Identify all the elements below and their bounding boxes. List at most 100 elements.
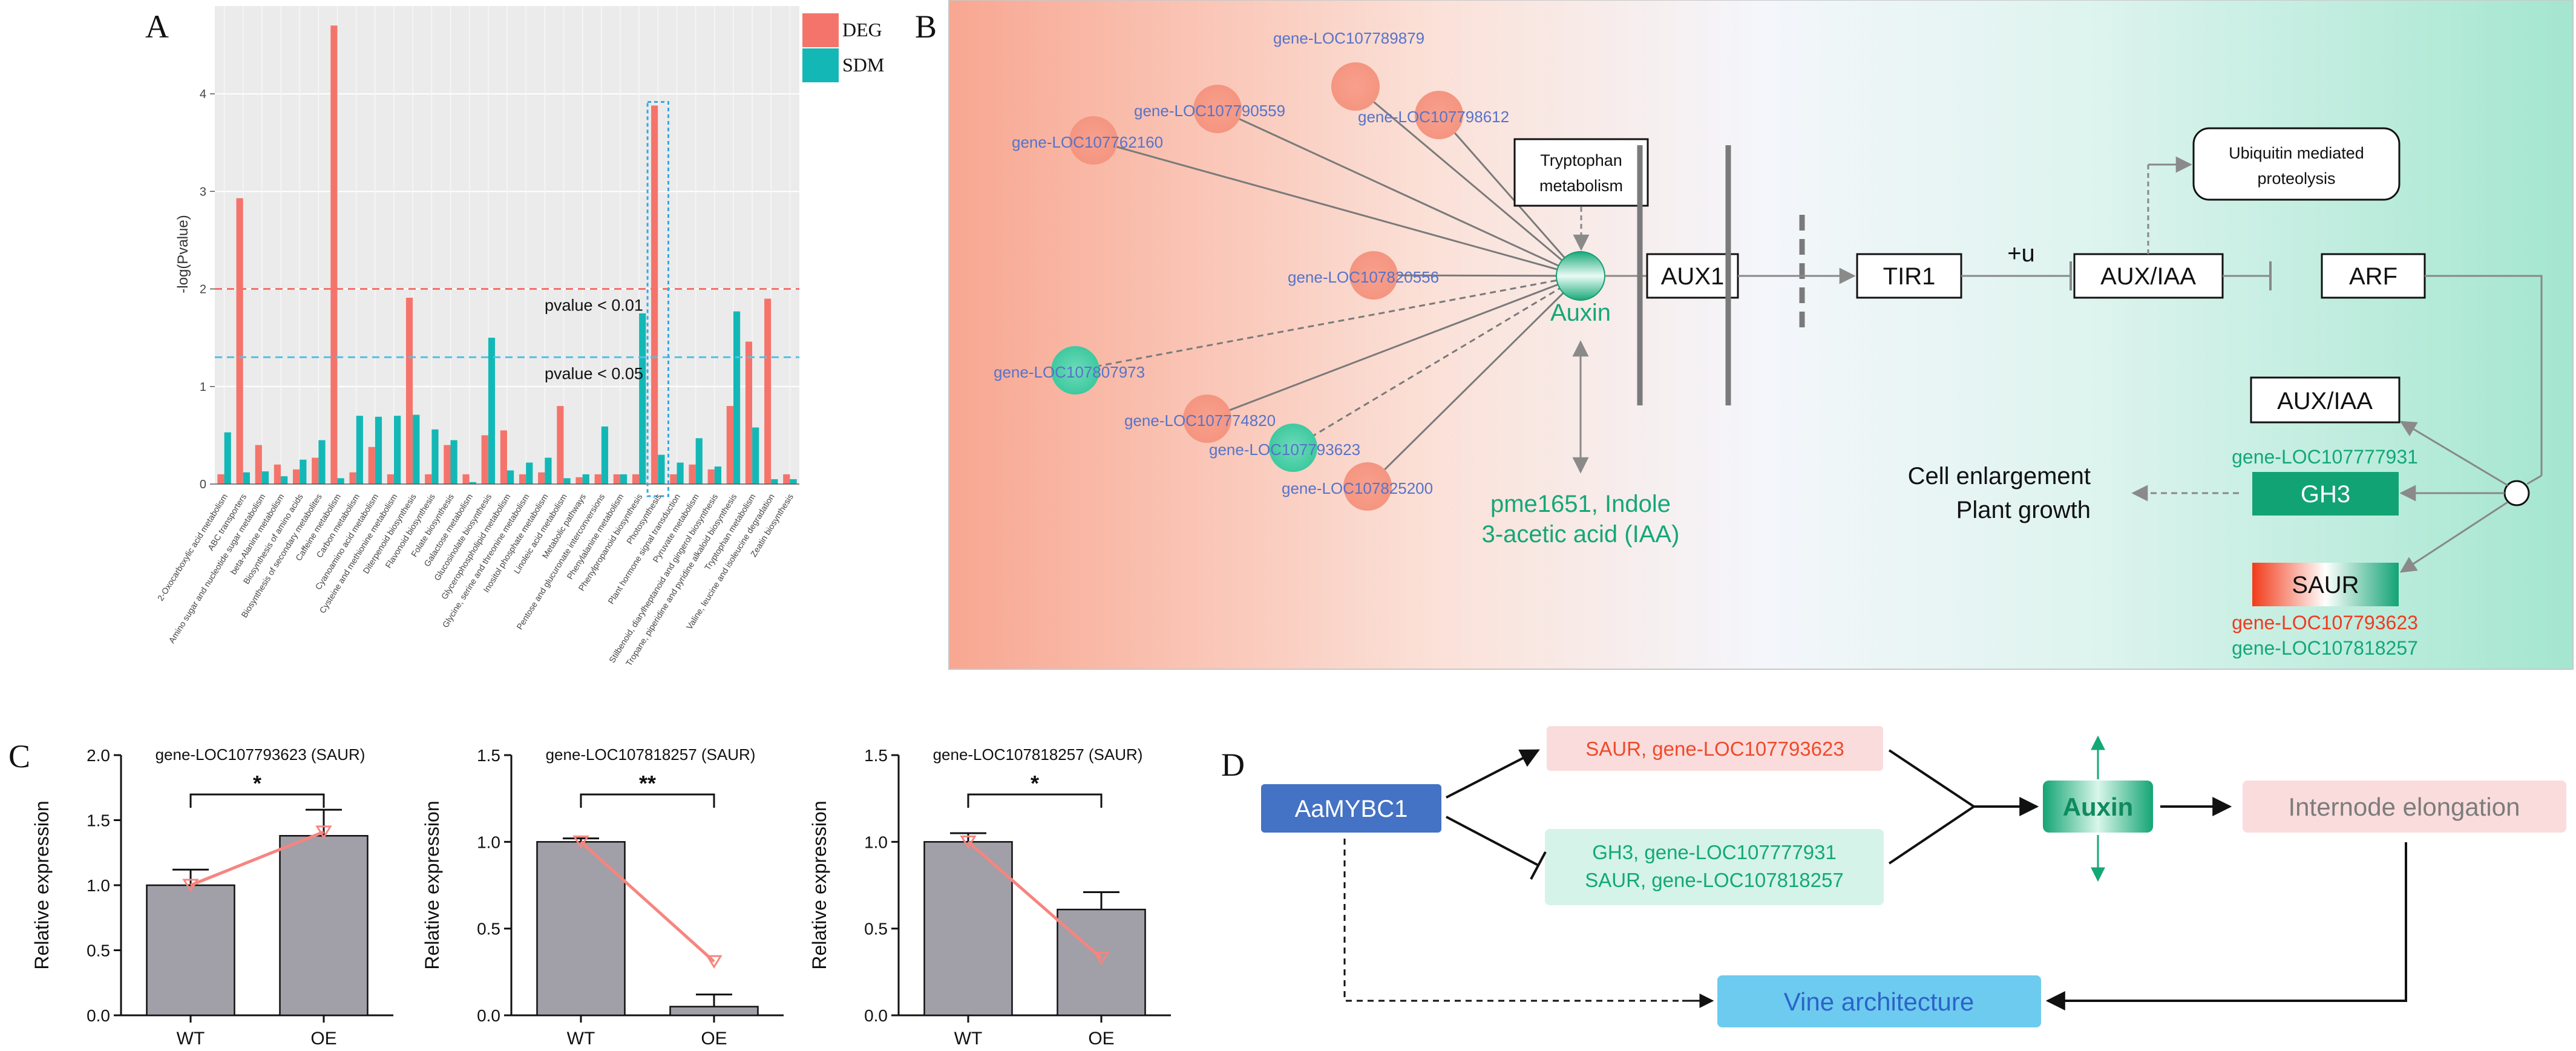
- significance-label: *: [253, 771, 261, 796]
- bar-sdm-16: [526, 462, 533, 484]
- significance-label: **: [639, 771, 656, 796]
- trend-marker: [315, 825, 332, 839]
- bar-sdm-18: [563, 478, 571, 484]
- x-tick-label: WT: [567, 1029, 595, 1049]
- y-tick-label: 4: [200, 88, 206, 101]
- vine-box: [1717, 975, 2041, 1027]
- aamybc1-label: AaMYBC1: [1295, 796, 1408, 822]
- bar-deg-29: [764, 298, 772, 484]
- bar-deg-11: [425, 474, 432, 484]
- expression-chart-2: gene-LOC107818257 (SAUR) 0.0 0.5 1.0 1.5 Rela…: [421, 745, 784, 1049]
- x-tick-label: OE: [310, 1029, 336, 1049]
- y-tick-label: 1.5: [477, 746, 500, 765]
- significance-bracket: [580, 793, 715, 808]
- aux-iaa-label: AUX/IAA: [2100, 263, 2196, 290]
- auxin-label: Auxin: [1550, 300, 1611, 326]
- saur-box: [2252, 563, 2399, 606]
- bar-deg-5: [312, 457, 319, 484]
- tryptophan-line-1: Tryptophan: [1540, 151, 1622, 169]
- bar-deg-25: [689, 464, 696, 484]
- x-tick-label: WT: [954, 1029, 983, 1049]
- significance-bracket: [967, 793, 1103, 808]
- ubiquitin-line-1: Ubiquitin mediated: [2229, 144, 2364, 162]
- legend-swatch-deg: [802, 13, 839, 47]
- bar-deg-0: [217, 474, 224, 484]
- y-tick-label: 0.5: [864, 920, 888, 938]
- legend-swatch-sdm: [802, 48, 839, 82]
- aux-iaa-2-label: AUX/IAA: [2277, 388, 2373, 414]
- gene-label-9: gene-LOC107825200: [1282, 479, 1433, 497]
- panel-label-a: A: [145, 8, 169, 45]
- outcome-line-2: Plant growth: [1956, 497, 2091, 523]
- bar-sdm-21: [620, 474, 628, 484]
- chart-title: gene-LOC107793623 (SAUR): [156, 745, 365, 764]
- panel-label-d: D: [1221, 747, 1245, 783]
- bar-sdm-23: [658, 454, 665, 484]
- bar-deg-26: [707, 469, 715, 484]
- bar-sdm-13: [469, 482, 476, 484]
- y-tick-label: 1.0: [87, 876, 110, 895]
- bar-deg-14: [481, 435, 488, 484]
- bar-sdm-20: [601, 426, 609, 484]
- y-tick-label: 1.5: [864, 746, 888, 765]
- bar-sdm-4: [300, 459, 307, 484]
- junction-node: [2503, 480, 2530, 506]
- auxin-node: [1556, 251, 1605, 301]
- expression-chart-3: gene-LOC107818257 (SAUR) 0.0 0.5 1.0 1.5 Rela…: [808, 745, 1171, 1049]
- bar-wt: [146, 884, 235, 1017]
- trend-marker: [1093, 951, 1110, 966]
- bar-deg-23: [651, 105, 658, 484]
- x-tick-label: OE: [1088, 1029, 1114, 1049]
- merge-line-top: [1888, 749, 1975, 808]
- bar-deg-18: [557, 406, 564, 484]
- internode-box: [2243, 781, 2566, 833]
- outcome-line-1: Cell enlargement: [1908, 463, 2091, 489]
- y-tick-label: 2: [200, 283, 206, 296]
- bar-sdm-30: [790, 479, 797, 484]
- y-tick-label: 0.5: [477, 920, 500, 938]
- merge-line-bottom: [1888, 805, 1975, 865]
- gh3-gene-label: gene-LOC107777931: [2232, 446, 2418, 468]
- gene-label-5: gene-LOC107820556: [1288, 268, 1439, 286]
- significance-bracket: [189, 793, 325, 808]
- bar-deg-17: [538, 472, 545, 484]
- trend-line: [580, 840, 715, 963]
- panel-label-c: C: [8, 738, 30, 774]
- expression-chart-1: gene-LOC107793623 (SAUR) 0.0 0.5 1.0 1.5 2.0 R…: [31, 745, 393, 1049]
- gene-node-9: [1343, 462, 1392, 511]
- x-tick-label: OE: [701, 1029, 727, 1049]
- aux-iaa-2-box: [2250, 376, 2401, 424]
- gene-label-7: gene-LOC107774820: [1124, 411, 1276, 430]
- internode-to-vine-line: [2057, 842, 2407, 1002]
- trend-line: [967, 840, 1103, 960]
- bar-sdm-28: [752, 427, 759, 484]
- tir1-box: [1856, 253, 1962, 299]
- y-tick-label: 0.5: [87, 941, 110, 960]
- arf-label: ARF: [2349, 263, 2397, 290]
- gene-node-2: [1193, 85, 1242, 133]
- trend-marker: [182, 879, 199, 892]
- vine-label: Vine architecture: [1784, 987, 1974, 1016]
- trend-marker: [572, 835, 589, 850]
- bar-oe: [669, 1006, 759, 1017]
- bar-sdm-14: [488, 338, 496, 484]
- bar-sdm-9: [394, 416, 401, 484]
- y-axis-label: Relative expression: [421, 801, 443, 969]
- panel-c: gene-LOC107793623 (SAUR) 0.0 0.5 1.0 1.5 2.0 R…: [31, 745, 1171, 1049]
- gh3-label: GH3: [2301, 481, 2350, 508]
- y-ticks-a: 0 1 2 3 4: [200, 88, 215, 491]
- ubiquitin-line-2: proteolysis: [2257, 169, 2335, 188]
- bar-deg-28: [745, 341, 753, 484]
- panel-d: AaMYBC1 SAUR, gene-LOC107793623 GH3, gen…: [1261, 726, 2566, 1027]
- bar-deg-21: [613, 474, 620, 484]
- arrow-to-auxiaa2: [2399, 421, 2508, 486]
- y-tick-label: 1.0: [864, 833, 888, 851]
- bar-deg-22: [632, 474, 640, 484]
- bar-sdm-17: [545, 457, 552, 484]
- aux1-label: AUX1: [1661, 263, 1725, 290]
- bar-deg-10: [405, 298, 413, 484]
- bar-deg-3: [274, 464, 281, 484]
- activate-arrow: [1446, 749, 1540, 799]
- bar-deg-9: [387, 474, 395, 484]
- significance-label: *: [1031, 771, 1039, 796]
